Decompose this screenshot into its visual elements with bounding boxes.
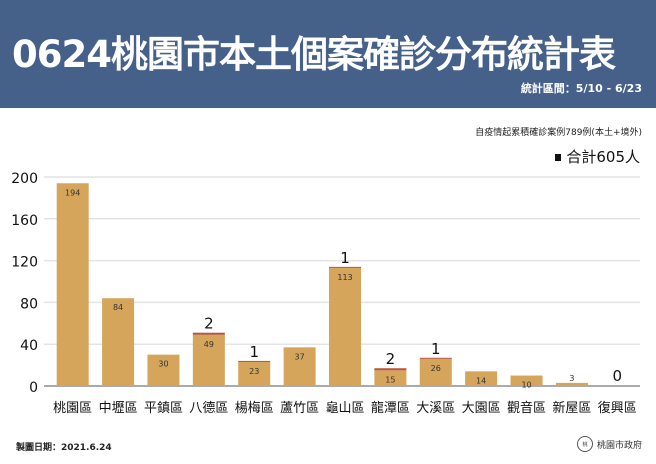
bar xyxy=(555,382,588,386)
y-tick-label: 40 xyxy=(20,338,38,354)
bar xyxy=(374,370,407,386)
bar-value-label: 26 xyxy=(431,364,441,373)
x-tick-label: 龍潭區 xyxy=(371,400,410,416)
new-case-label: 1 xyxy=(249,343,259,361)
x-tick-label: 桃園區 xyxy=(53,401,92,416)
bar-value-label: 10 xyxy=(521,381,531,390)
government-logo: 桃桃園市政府 xyxy=(576,436,642,452)
bar-chart: 04080120160200194桃園區84中壢區30平鎮區492八德區231楊… xyxy=(11,171,640,416)
bar-new-segment xyxy=(238,360,271,362)
bar-value-label: 194 xyxy=(65,188,80,197)
logo-text: 桃園市政府 xyxy=(596,440,642,451)
new-case-label: 1 xyxy=(340,249,350,267)
header-banner: 0624桃園市本土個案確診分布統計表 統計區間：5/10 - 6/23 xyxy=(0,0,656,108)
new-case-label: 2 xyxy=(386,350,396,368)
bar-value-label: 30 xyxy=(158,360,168,369)
x-tick-label: 蘆竹區 xyxy=(280,401,319,416)
bar-value-label: 15 xyxy=(385,375,395,384)
date-range: 統計區間：5/10 - 6/23 xyxy=(520,82,642,95)
bar-new-segment xyxy=(374,368,407,371)
y-tick-label: 200 xyxy=(11,171,38,187)
bar-new-segment xyxy=(192,332,225,335)
bar-value-label: 84 xyxy=(113,303,123,312)
bar-new-segment xyxy=(329,266,361,268)
x-tick-label: 平鎮區 xyxy=(144,400,183,416)
bar-value-label: 49 xyxy=(204,340,214,349)
total-legend: 合計605人 xyxy=(555,146,640,167)
total-text: 合計605人 xyxy=(566,148,640,166)
legend-square-icon xyxy=(555,154,562,161)
new-case-label: 1 xyxy=(431,340,441,358)
bar xyxy=(465,371,498,386)
seal-icon: 桃 xyxy=(576,436,593,452)
bar-value-label: 3 xyxy=(569,374,574,383)
x-tick-label: 大溪區 xyxy=(416,401,455,416)
new-case-label: 2 xyxy=(204,315,214,333)
bar-value-label: 14 xyxy=(476,376,486,385)
cumulative-note: 自疫情起累積確診案例789例(本土+境外) xyxy=(475,128,642,138)
x-tick-label: 八德區 xyxy=(189,401,228,416)
x-tick-label: 新屋區 xyxy=(552,400,591,416)
bar xyxy=(238,361,271,386)
y-tick-label: 80 xyxy=(20,296,38,312)
x-tick-label: 楊梅區 xyxy=(235,400,274,416)
y-tick-label: 160 xyxy=(11,213,38,229)
bar xyxy=(329,267,361,386)
page-title: 0624桃園市本土個案確診分布統計表 xyxy=(12,33,616,76)
bar xyxy=(192,334,225,386)
chart-date: 製圖日期：2021.6.24 xyxy=(16,443,112,453)
bar xyxy=(56,183,89,386)
bar-new-segment xyxy=(419,357,452,359)
x-tick-label: 復興區 xyxy=(598,400,637,416)
new-case-label: 0 xyxy=(613,367,623,385)
bar-value-label: 37 xyxy=(295,352,305,361)
bar xyxy=(510,375,543,386)
bar xyxy=(419,358,452,386)
y-tick-label: 0 xyxy=(29,380,38,396)
bar xyxy=(147,354,180,386)
bar-value-label: 23 xyxy=(249,367,259,376)
x-tick-label: 龜山區 xyxy=(325,401,364,416)
bar xyxy=(283,347,316,386)
x-tick-label: 大園區 xyxy=(462,401,501,416)
x-tick-label: 觀音區 xyxy=(507,400,546,416)
bar-value-label: 113 xyxy=(337,273,352,282)
bar xyxy=(102,298,135,386)
y-tick-label: 120 xyxy=(11,255,38,271)
x-tick-label: 中壢區 xyxy=(99,401,138,416)
